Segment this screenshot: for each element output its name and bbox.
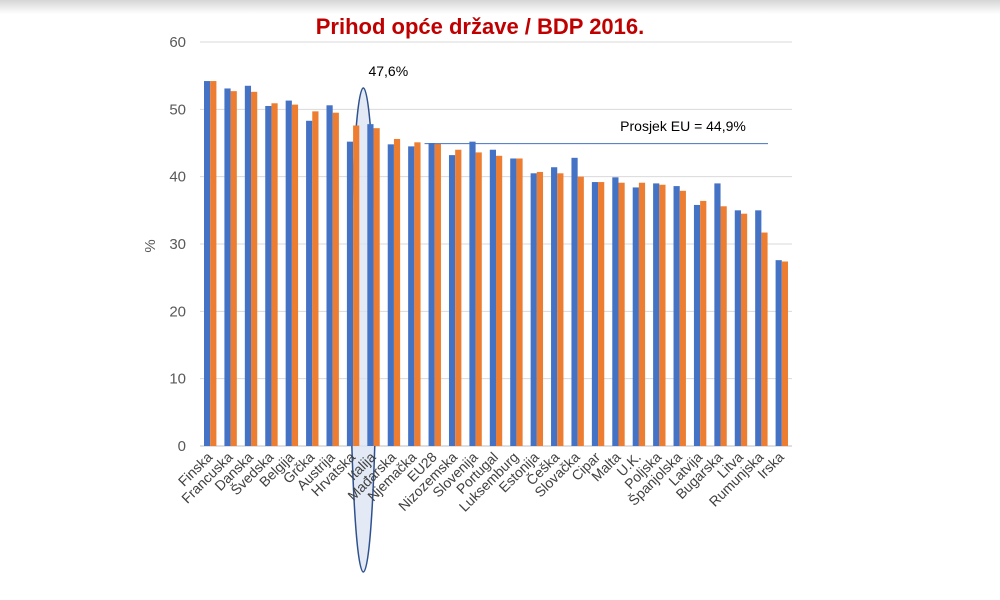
bar [551, 167, 558, 447]
bar [224, 88, 231, 447]
bar [679, 190, 686, 446]
bar [489, 149, 496, 446]
bar [781, 261, 788, 446]
bar [720, 206, 727, 446]
bar [571, 157, 578, 446]
bar [387, 144, 394, 446]
y-tick-label: 20 [169, 303, 186, 320]
eu-average-label: Prosjek EU = 44,9% [620, 118, 746, 134]
bar [373, 128, 380, 447]
bar [618, 182, 625, 446]
bar [475, 152, 482, 446]
bar [740, 213, 748, 446]
highlight-value-label: 47,6% [368, 63, 408, 79]
y-axis-ticks: 0 10 20 30 40 50 60 [169, 34, 186, 455]
bar [530, 173, 537, 447]
bar [271, 103, 278, 447]
y-tick-label: 10 [169, 371, 186, 388]
bar [761, 232, 768, 446]
bar [448, 155, 456, 446]
x-axis-categories: FinskaFrancuskaDanskaŠvedskaBelgijaGrčka… [175, 449, 787, 515]
bar [775, 260, 782, 446]
eu-average-group: Prosjek EU = 44,9% [424, 114, 772, 145]
bar [510, 158, 517, 446]
y-tick-label: 40 [169, 169, 186, 186]
bar [591, 182, 599, 446]
bar [469, 141, 476, 447]
eu-average-label-bg [594, 114, 772, 138]
bar [653, 183, 660, 446]
bar [353, 125, 360, 446]
bar [598, 182, 605, 446]
bar [455, 149, 462, 446]
bar [557, 173, 564, 447]
bar [693, 204, 701, 446]
bar [434, 143, 441, 446]
bar [632, 187, 639, 446]
bar [638, 182, 646, 446]
bar [734, 210, 741, 446]
bar [346, 141, 354, 447]
y-axis-label: % [142, 239, 159, 252]
bar [659, 184, 666, 446]
y-tick-label: 0 [178, 438, 186, 455]
y-tick-label: 50 [169, 101, 186, 118]
bar [428, 143, 435, 446]
bars [204, 81, 788, 447]
bar [577, 176, 584, 446]
bar [408, 146, 415, 446]
bar [204, 81, 211, 446]
bar [332, 112, 339, 446]
top-shadow-bar [0, 0, 1000, 14]
bar [251, 91, 258, 447]
bar [291, 104, 299, 447]
bar [393, 138, 401, 446]
bar [755, 210, 762, 446]
bar [496, 155, 503, 446]
bar [265, 105, 272, 446]
bar [673, 186, 680, 447]
bar [230, 91, 237, 447]
bar [326, 105, 333, 446]
bar [612, 177, 619, 446]
bar [285, 100, 292, 446]
bar [306, 120, 313, 446]
bar [536, 171, 544, 446]
chart-title: Prihod opće države / BDP 2016. [315, 14, 645, 39]
bar [700, 200, 707, 446]
bar [516, 158, 523, 446]
bar [414, 142, 421, 446]
y-tick-label: 30 [169, 236, 186, 253]
bar [367, 124, 374, 446]
bar [244, 85, 252, 447]
bar [210, 81, 217, 446]
bar [714, 183, 721, 446]
bar [312, 111, 319, 446]
y-tick-label: 60 [169, 34, 186, 51]
